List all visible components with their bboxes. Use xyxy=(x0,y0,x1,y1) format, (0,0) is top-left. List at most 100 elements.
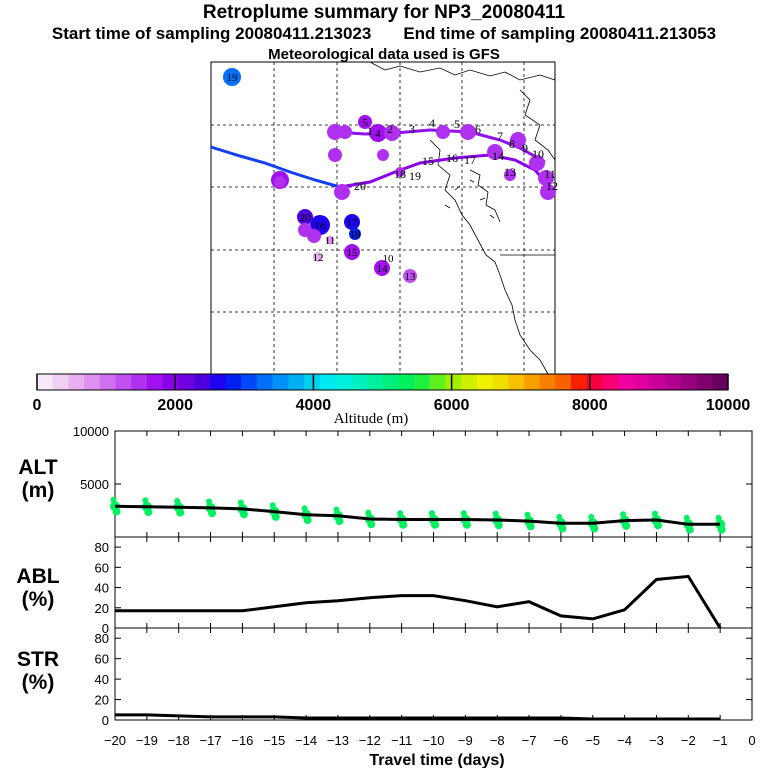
alt-scatter-point xyxy=(431,520,439,529)
coastline-north xyxy=(519,89,556,161)
colorbar-swatch xyxy=(335,374,352,390)
trajectory-label: 10 xyxy=(532,147,544,161)
colorbar-swatch xyxy=(225,374,242,390)
plume-point xyxy=(358,115,372,129)
colorbar-swatch xyxy=(539,374,556,390)
plume-point xyxy=(328,148,342,162)
colorbar-swatch xyxy=(52,374,69,390)
x-tick-label: −20 xyxy=(104,733,126,748)
colorbar-swatch xyxy=(712,374,729,390)
y-tick-label: 5000 xyxy=(80,477,109,492)
y-tick-label: 20 xyxy=(95,601,109,616)
colorbar-swatch xyxy=(319,374,336,390)
panel-frame xyxy=(114,536,753,629)
plume-point xyxy=(460,124,476,140)
alt-scatter-point xyxy=(144,508,153,517)
trajectory-label: 12 xyxy=(546,179,558,193)
coastline xyxy=(369,61,556,375)
x-tick-label: −12 xyxy=(359,733,381,748)
colorbar-swatch xyxy=(99,374,116,390)
trajectory-label: 4 xyxy=(429,116,435,130)
x-tick-label: −16 xyxy=(231,733,253,748)
x-tick-label: −3 xyxy=(649,733,664,748)
panel-frame xyxy=(114,627,753,721)
colorbar-swatch xyxy=(696,374,713,390)
sampling-time-line: Start time of sampling 20080411.213023 En… xyxy=(0,24,768,44)
retroplume-map: 1915541617182015141312111012345678910111… xyxy=(210,61,558,375)
altitude-colorbar: 0 2000 4000 6000 8000 10000 Altitude (m) xyxy=(33,373,750,427)
x-tick-label: −7 xyxy=(522,733,537,748)
x-tick-label: −6 xyxy=(553,733,568,748)
colorbar-swatch xyxy=(256,374,273,390)
colorbar-swatch xyxy=(523,374,540,390)
plume-point-label: 18 xyxy=(350,229,362,241)
trajectory-label: 15 xyxy=(422,154,434,168)
alt-scatter-point xyxy=(462,520,471,529)
colorbar-swatch xyxy=(162,374,179,390)
x-tick-label: −17 xyxy=(200,733,222,748)
colorbar-tick-label: 6000 xyxy=(434,397,470,414)
start-time: Start time of sampling 20080411.213023 xyxy=(51,24,372,43)
colorbar-swatch xyxy=(665,374,682,390)
trajectory-label: 19 xyxy=(409,169,421,183)
met-data-line: Meteorological data used is GFS xyxy=(268,46,500,63)
plume-point xyxy=(223,68,241,86)
colorbar-swatch xyxy=(303,374,320,390)
x-tick-label: −5 xyxy=(585,733,600,748)
plume-point xyxy=(403,269,417,283)
plume-point-label: 13 xyxy=(405,271,417,283)
plume-point xyxy=(313,252,323,262)
y-tick-label: 40 xyxy=(95,581,109,596)
colorbar-swatch xyxy=(461,374,478,390)
colorbar-swatch xyxy=(570,374,587,390)
colorbar-swatch xyxy=(178,374,195,390)
coastline-west xyxy=(429,139,549,375)
series-line-alt xyxy=(114,504,721,526)
colorbar-swatch xyxy=(115,374,132,390)
colorbar-swatch xyxy=(194,374,211,390)
x-tick-label: −9 xyxy=(458,733,473,748)
trajectory-label: 17 xyxy=(464,153,476,167)
plume-point-label: 19 xyxy=(227,72,239,84)
alt-scatter-point xyxy=(271,512,280,521)
plume-point xyxy=(344,214,360,230)
colorbar-swatch xyxy=(351,374,368,390)
plume-point xyxy=(510,132,526,148)
plume-point xyxy=(297,209,313,225)
trajectory-label: 6 xyxy=(475,122,481,136)
plume-point-label: 17 xyxy=(347,217,359,229)
trajectory-label: 14 xyxy=(492,149,504,163)
colorbar-swatch xyxy=(492,374,509,390)
colorbar-swatch xyxy=(618,374,635,390)
x-tick-label: −10 xyxy=(422,733,444,748)
colorbar-swatch xyxy=(398,374,415,390)
alt-scatter-point xyxy=(622,521,631,530)
str-label-text: STR xyxy=(17,648,59,671)
colorbar-swatch xyxy=(445,374,462,390)
colorbar-swatch xyxy=(382,374,399,390)
alt-panel-label: ALT (m) xyxy=(18,456,58,502)
plume-point-label: 20 xyxy=(300,212,312,224)
x-tick-label: −14 xyxy=(295,733,317,748)
alt-label-text: ALT xyxy=(18,456,58,479)
trajectory-label: 11 xyxy=(544,167,556,181)
alt-scatter-point xyxy=(653,521,662,530)
series-line-str xyxy=(115,713,721,721)
colorbar-swatch xyxy=(680,374,697,390)
alt-scatter-point xyxy=(590,524,599,533)
map-frame xyxy=(210,61,556,375)
colorbar-swatch xyxy=(555,374,572,390)
colorbar-swatch xyxy=(413,374,430,390)
plume-point-label: 10 xyxy=(383,253,395,265)
plume-point-label: 15 xyxy=(347,247,359,259)
plume-point xyxy=(327,124,343,140)
trajectory-label: 20 xyxy=(354,179,366,193)
trajectory-line-blue xyxy=(210,145,341,189)
plume-point xyxy=(529,155,545,171)
plume-point-label: 14 xyxy=(377,263,389,275)
trajectory-label: 5 xyxy=(454,117,460,131)
alt-scatter-point xyxy=(558,524,567,533)
colorbar-swatch xyxy=(508,374,525,390)
